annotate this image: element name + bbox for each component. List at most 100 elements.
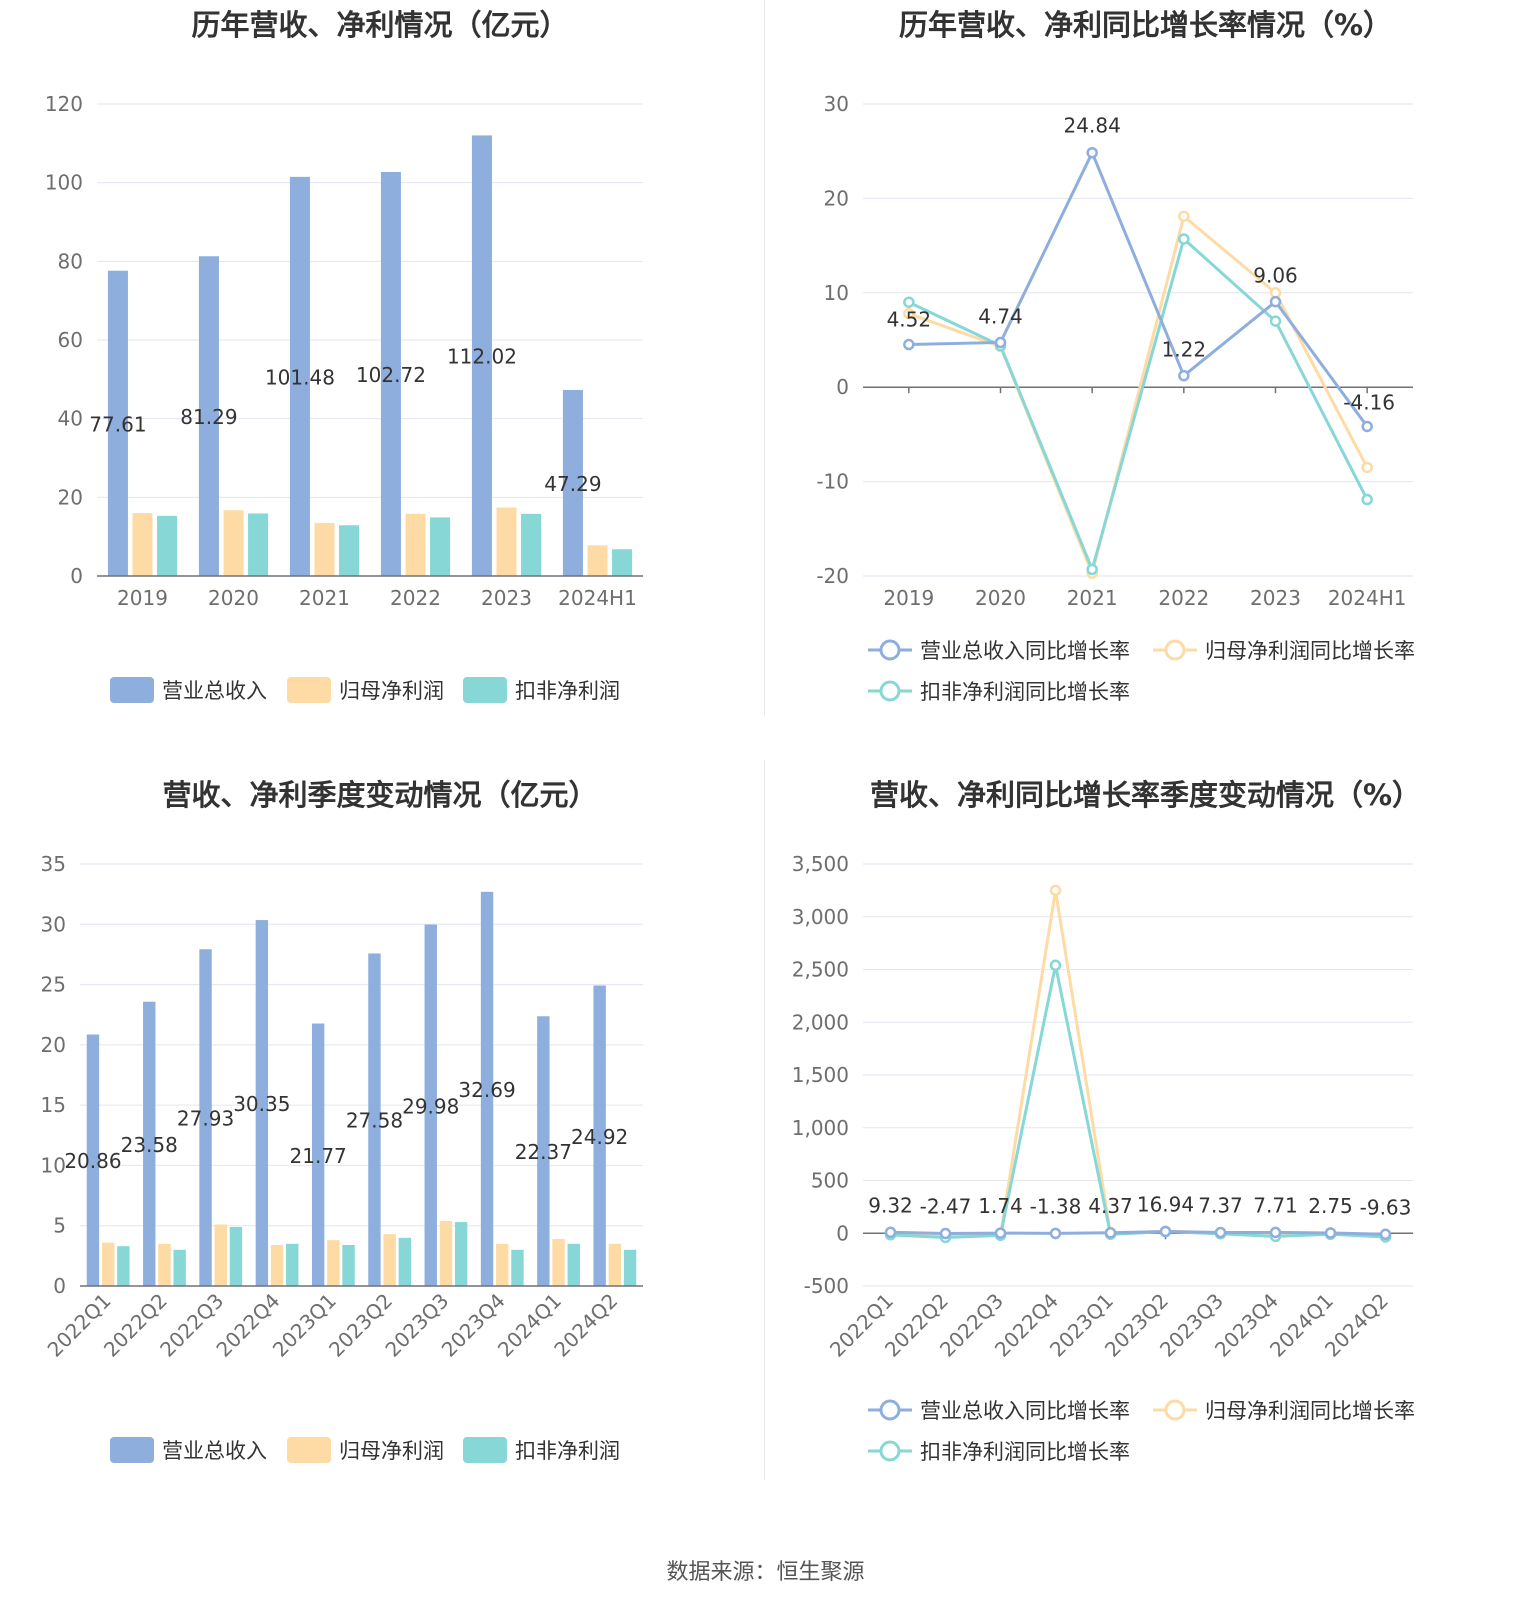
quarterly-growth-chart: -50005001,0001,5002,0002,5003,0003,50020…: [792, 852, 1415, 1464]
y-tick-label: 80: [58, 249, 83, 273]
bottom-panel-divider: [764, 760, 765, 1480]
bar: [229, 1226, 243, 1286]
bar: [199, 949, 212, 1286]
series-point: [1159, 1225, 1172, 1238]
bar: [255, 920, 269, 1286]
bar: [101, 1242, 115, 1286]
legend-label: 营业总收入: [162, 1439, 267, 1463]
y-tick-label: 3,000: [792, 905, 849, 929]
bar: [496, 507, 517, 576]
y-tick-label: 0: [836, 1221, 849, 1245]
series-point: [884, 1226, 897, 1239]
y-tick-label: 0: [70, 564, 83, 588]
data-label: -9.63: [1360, 1195, 1412, 1219]
y-tick-label: 15: [41, 1093, 66, 1117]
bar: [398, 1237, 412, 1286]
bar: [424, 924, 437, 1286]
data-label: -4.16: [1343, 390, 1395, 414]
legend-label: 营业总收入同比增长率: [920, 639, 1130, 663]
y-tick-label: 100: [45, 171, 83, 195]
y-tick-label: 2,000: [792, 1010, 849, 1034]
legend-swatch: [463, 677, 507, 703]
x-tick-label: 2022: [390, 586, 441, 610]
bar: [383, 1234, 396, 1286]
bar: [480, 891, 494, 1286]
y-tick-label: 20: [824, 186, 849, 210]
y-tick-label: 20: [58, 485, 83, 509]
series-line: [908, 213, 1369, 578]
bar: [314, 522, 335, 576]
data-label: 30.35: [233, 1092, 290, 1116]
data-label: 4.37: [1088, 1194, 1133, 1218]
legend-label: 扣非净利润: [515, 679, 620, 703]
bar: [623, 1249, 637, 1286]
x-tick-label: 2019: [117, 586, 168, 610]
series-line: [890, 890, 1386, 1238]
y-tick-label: 35: [41, 852, 66, 876]
x-tick-label: 2021: [299, 586, 350, 610]
legend-marker: [879, 680, 901, 702]
bar: [339, 525, 360, 576]
series-point: [1104, 1227, 1117, 1239]
data-source: 数据来源：恒生聚源: [666, 1560, 865, 1585]
legend-marker: [879, 1440, 901, 1462]
data-label: 27.58: [346, 1109, 403, 1133]
x-tick-label: 2022: [1158, 586, 1209, 610]
y-tick-label: 120: [45, 92, 83, 116]
series-point: [1269, 1226, 1282, 1239]
series-point: [1361, 461, 1373, 474]
data-label: 32.69: [458, 1078, 515, 1102]
y-tick-label: 20: [41, 1033, 66, 1057]
series-point: [1324, 1227, 1337, 1239]
bar: [562, 389, 583, 576]
data-label: 16.94: [1137, 1192, 1194, 1216]
annual-revenue-profit-panel: 历年营收、净利情况（亿元） 0 20 40 60 80 100 120 2019 2020 202…: [0, 0, 760, 740]
series-point: [903, 296, 915, 308]
data-label: 7.37: [1198, 1193, 1243, 1217]
data-label: 1.74: [978, 1194, 1023, 1218]
chart-title: 历年营收、净利情况（亿元）: [191, 8, 569, 42]
bar: [286, 1243, 299, 1286]
x-tick-label: 2023: [481, 586, 532, 610]
data-label: 101.48: [265, 365, 335, 389]
data-label: 22.37: [515, 1140, 572, 1164]
bar: [143, 1001, 156, 1286]
y-tick-label: 5: [53, 1214, 66, 1238]
bar: [157, 515, 178, 576]
x-tick-label: 2024Q2: [549, 1289, 622, 1362]
legend-label: 扣非净利润同比增长率: [920, 1440, 1130, 1464]
data-label: 2.75: [1308, 1194, 1353, 1218]
bar: [587, 545, 608, 576]
quarterly-revenue-profit-chart: 051015202530352022Q12022Q22022Q32022Q420…: [41, 852, 643, 1463]
data-label: 7.71: [1253, 1193, 1298, 1217]
bar: [173, 1249, 186, 1286]
bar: [248, 513, 269, 576]
bar: [311, 1023, 325, 1286]
data-label: 24.84: [1064, 114, 1121, 138]
series-point: [1049, 959, 1062, 972]
bar: [86, 1034, 100, 1286]
annual-growth-panel: 历年营收、净利同比增长率情况（%） -20 -10 0 10 20 30 2019 2020 2…: [760, 0, 1531, 740]
legend-label: 归母净利润同比增长率: [1205, 639, 1415, 663]
bar: [454, 1222, 468, 1286]
bar: [471, 135, 492, 576]
bar: [327, 1240, 340, 1286]
series-line: [890, 1229, 1386, 1236]
series-point: [903, 338, 915, 351]
series-point: [903, 307, 915, 320]
data-label: 102.72: [356, 363, 426, 387]
series-point: [1214, 1226, 1227, 1239]
y-tick-label: -10: [816, 470, 849, 494]
x-tick-label: 2021: [1067, 586, 1118, 610]
chart-title: 历年营收、净利同比增长率情况（%）: [898, 8, 1393, 42]
series-point: [1269, 315, 1282, 327]
bar: [270, 1245, 284, 1286]
data-label: 21.77: [290, 1144, 347, 1168]
quarterly-revenue-profit-panel: 营收、净利季度变动情况（亿元） 0 5 10 15 20 25 30 35 2022Q1 2022…: [0, 770, 760, 1510]
y-tick-label: 0: [836, 375, 849, 399]
series-point: [1178, 369, 1190, 382]
series-point: [1178, 210, 1190, 223]
series-point: [939, 1227, 952, 1240]
y-tick-label: 60: [58, 328, 83, 352]
bar: [380, 171, 401, 576]
